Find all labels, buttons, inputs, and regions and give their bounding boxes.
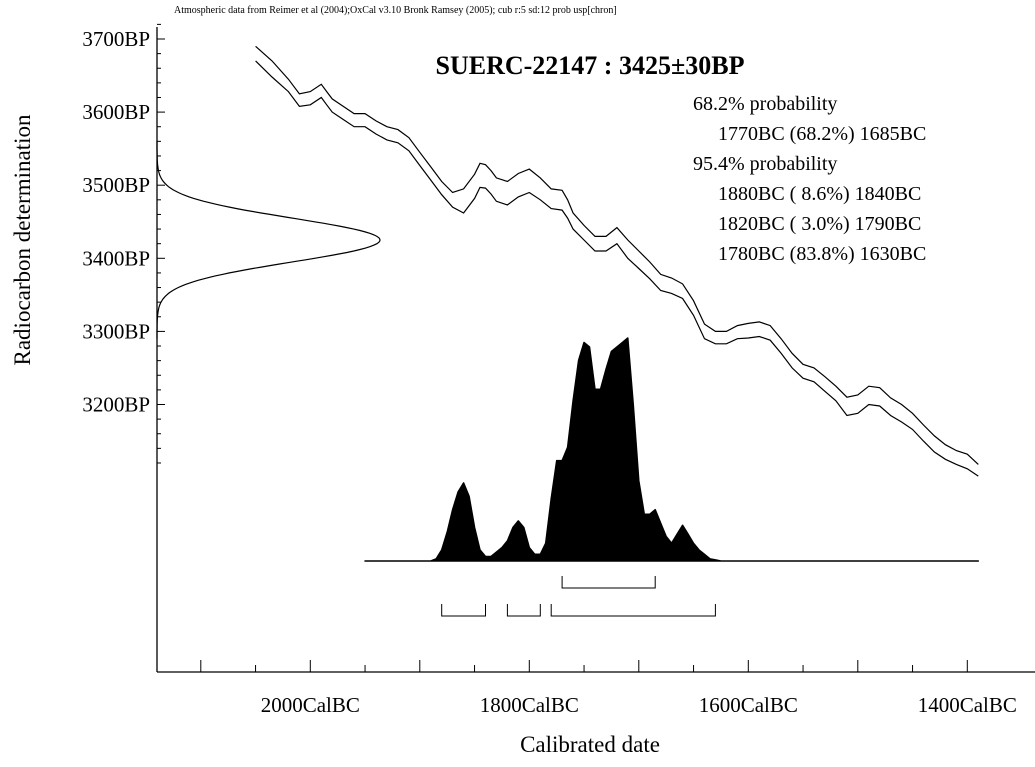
calibration-curve-lower (255, 60, 979, 477)
calibration-curve-upper (255, 45, 979, 465)
calibrated-distribution (364, 337, 980, 562)
y-tick-label: 3600BP (82, 100, 150, 124)
x-tick-label: 1400CalBC (918, 693, 1017, 717)
range-95-1: 1880BC ( 8.6%) 1840BC (718, 183, 921, 205)
range-heading-95: 95.4% probability (693, 153, 837, 175)
y-axis-tick-labels: 3700BP 3600BP 3500BP 3400BP 3300BP 3200BP (82, 27, 150, 417)
calibrated-distribution-area (364, 337, 980, 562)
x-axis-ticks (200, 660, 968, 672)
range-95-3: 1780BC (83.8%) 1630BC (718, 243, 926, 265)
chart-title: SUERC-22147 : 3425±30BP (436, 51, 745, 80)
x-tick-label: 1600CalBC (699, 693, 798, 717)
measurement-gaussian (156, 141, 381, 339)
probability-ranges-text: 68.2% probability 1770BC (68.2%) 1685BC … (693, 93, 926, 265)
y-tick-label: 3400BP (82, 246, 150, 270)
x-axis-tick-labels: 2000CalBC 1800CalBC 1600CalBC 1400CalBC (261, 693, 1017, 717)
range-bracket (561, 576, 656, 589)
radiocarbon-measurement-curve (156, 141, 381, 339)
data-credit: Atmospheric data from Reimer et al (2004… (174, 5, 617, 16)
y-axis-ticks (157, 23, 165, 464)
probability-range-brackets (441, 576, 716, 617)
y-axis-label: Radiocarbon determination (10, 114, 35, 366)
y-tick-label: 3300BP (82, 319, 150, 343)
x-tick-label: 1800CalBC (480, 693, 579, 717)
y-tick-label: 3700BP (82, 27, 150, 51)
y-tick-label: 3200BP (82, 393, 150, 417)
range-bracket (506, 604, 541, 617)
x-axis-label: Calibrated date (520, 732, 660, 757)
range-heading-68: 68.2% probability (693, 93, 837, 115)
range-95-2: 1820BC ( 3.0%) 1790BC (718, 213, 921, 235)
range-bracket (550, 604, 716, 617)
plot-frame (156, 27, 1035, 673)
calibration-curve (255, 45, 979, 477)
x-tick-label: 2000CalBC (261, 693, 360, 717)
y-tick-label: 3500BP (82, 173, 150, 197)
range-bracket (441, 604, 486, 617)
range-68-1: 1770BC (68.2%) 1685BC (718, 123, 926, 145)
